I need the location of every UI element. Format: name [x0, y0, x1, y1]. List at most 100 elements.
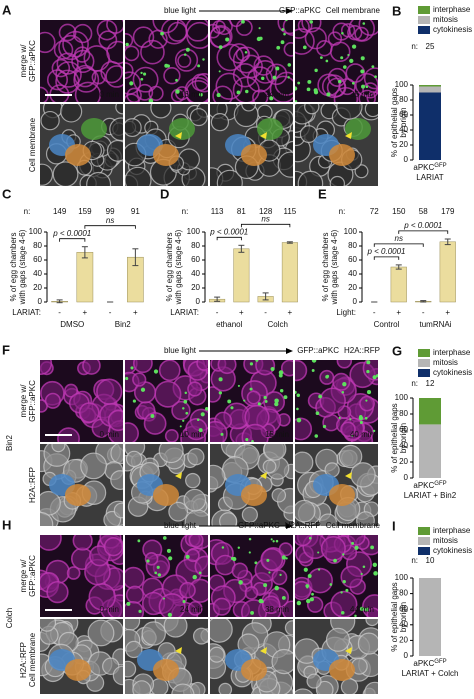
category-label: - [109, 308, 112, 317]
gfp-dot [237, 546, 240, 549]
gfp-dot [302, 45, 307, 50]
gfp-dot [227, 399, 232, 404]
gfp-dot [341, 390, 345, 394]
cell-outline [40, 535, 62, 551]
gfp-dot [354, 614, 357, 617]
gfp-dot [182, 407, 185, 410]
cell-outline [194, 72, 208, 93]
cell-outline [106, 139, 123, 162]
cell-outline [283, 41, 293, 57]
micrograph [210, 104, 293, 186]
error-bar [286, 241, 293, 244]
gfp-dot [175, 78, 179, 82]
gfp-dot [366, 360, 371, 365]
significance-label: p < 0.0001 [403, 221, 442, 230]
legend-label: mitosis [433, 15, 458, 24]
cell-outline [125, 640, 143, 659]
category-label: aPKCGFP [413, 163, 446, 173]
gfp-dot [366, 369, 370, 374]
y-tick-label: 80 [399, 95, 408, 104]
gfp-dot [360, 572, 363, 576]
gfp-dot [238, 580, 243, 585]
gfp-dot [296, 393, 301, 398]
condition-label: Colch [5, 608, 14, 628]
cell-outline [171, 400, 191, 421]
row-label: merge w/ [19, 559, 28, 593]
legend-swatch [418, 527, 430, 535]
cell-outline [219, 512, 238, 526]
cell-outline [126, 87, 142, 102]
gfp-dot [372, 429, 376, 433]
error-bar [214, 296, 221, 302]
gfp-dot [349, 418, 352, 421]
gfp-dot [274, 585, 280, 591]
y-axis-label: by origin [399, 602, 408, 632]
n-value: 25 [426, 42, 435, 51]
category-label: + [133, 308, 138, 317]
gfp-dot [317, 551, 320, 554]
cell-outline [232, 46, 260, 74]
significance-label: p < 0.0001 [52, 229, 91, 238]
cell-outline [143, 412, 167, 435]
cell-outline [330, 590, 358, 617]
n-label: n: [411, 379, 418, 388]
error-bar [420, 300, 427, 303]
n-value: 99 [106, 207, 115, 216]
gfp-dot [329, 583, 333, 586]
cell-outline [188, 535, 204, 548]
y-tick-label: 60 [191, 255, 200, 264]
n-value: 72 [370, 207, 379, 216]
n-value: 113 [211, 207, 224, 216]
cell-outline [210, 113, 230, 132]
gfp-dot [308, 536, 312, 540]
time-label: 38 min [265, 605, 289, 614]
cell-outline [66, 566, 81, 580]
gfp-dot [183, 399, 188, 404]
arrow-head [286, 523, 293, 529]
cell-outline [132, 360, 153, 374]
significance-bracket [240, 223, 291, 228]
cell-outline [163, 619, 188, 638]
time-label: 10 min [180, 430, 204, 439]
cell-outline [295, 417, 313, 441]
n-value: 81 [237, 207, 246, 216]
cell-outline [58, 23, 77, 42]
y-axis-label: % of epithelial gaps [390, 403, 399, 472]
y-tick-label: 20 [348, 283, 357, 292]
cell-outline [336, 360, 353, 369]
y-tick-label: 100 [29, 227, 43, 236]
cell-outline [210, 420, 228, 442]
highlighted-cell [257, 118, 283, 140]
gfp-dot [225, 37, 230, 42]
cell-outline [271, 648, 293, 675]
cell-outline [244, 586, 259, 600]
gfp-dot [138, 609, 142, 613]
gfp-dot [275, 66, 280, 71]
time-label: 40 min [350, 430, 374, 439]
category-label: - [264, 308, 267, 317]
error-bar [56, 299, 63, 304]
n-value: 159 [78, 207, 92, 216]
gfp-dot [295, 390, 297, 394]
channel-label: H2A::RFP [344, 346, 380, 355]
y-tick-label: 40 [191, 269, 200, 278]
gfp-dot [255, 360, 259, 362]
gfp-dot [248, 537, 252, 541]
gfp-dot [319, 56, 323, 60]
micrograph: 0 min [40, 20, 123, 102]
cell-outline [125, 601, 145, 617]
cell-outline [115, 104, 123, 115]
cell-outline [89, 545, 111, 567]
gfp-dot [281, 595, 286, 600]
legend-swatch [418, 349, 430, 357]
stimulus-label: blue light [164, 6, 197, 15]
y-tick-label: 60 [399, 425, 408, 434]
cell-outline [304, 104, 320, 115]
error-bar [395, 264, 402, 270]
cell-outline [252, 89, 269, 102]
row-label: Light: [336, 308, 356, 317]
gfp-dot [269, 96, 274, 101]
gfp-dot [311, 369, 315, 372]
cell-outline [78, 402, 100, 423]
cell-outline [187, 448, 205, 466]
